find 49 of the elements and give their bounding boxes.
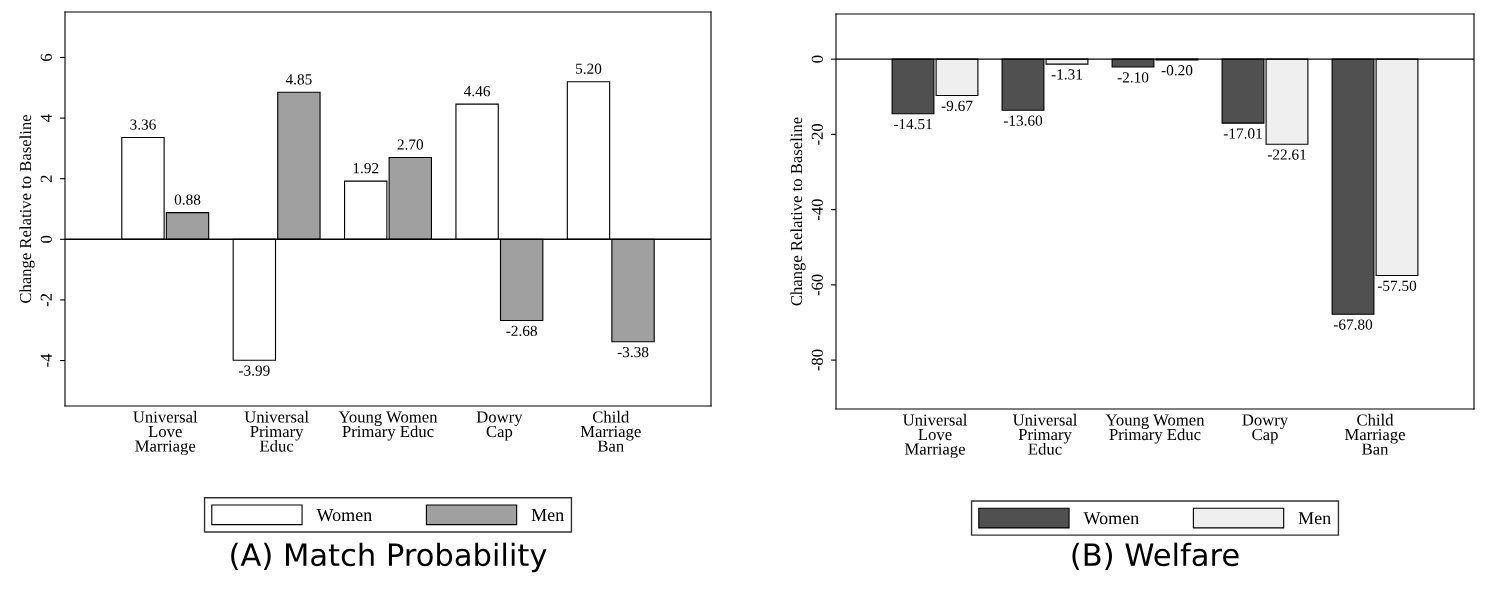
data-label: -9.67 (941, 100, 973, 112)
x-tick-label: Child Marriage Ban (1344, 413, 1405, 455)
data-label: 5.20 (576, 63, 602, 74)
x-tick-label: Universal Love Marriage (902, 413, 968, 459)
y-tick-label: 2 (40, 175, 52, 183)
x-tick-label: Child Marriage Ban (580, 410, 641, 452)
y-tick-label: -80 (811, 349, 823, 371)
x-tick-label: Universal Love Marriage (133, 410, 198, 456)
y-tick-label: -40 (811, 199, 823, 221)
data-label: -57.50 (1377, 280, 1417, 292)
y-tick-label: -2 (40, 293, 52, 307)
data-label: 4.46 (464, 86, 491, 97)
legend-label: Women (316, 509, 372, 522)
data-label: -13.60 (1003, 115, 1043, 126)
data-label: -22.61 (1267, 149, 1306, 160)
y-tick-label: 0 (40, 235, 52, 243)
data-label: -2.68 (506, 325, 537, 337)
x-tick-label: Universal Primary Educ (244, 410, 309, 452)
y-tick-label: -4 (40, 353, 52, 367)
data-label: -2.10 (1117, 72, 1149, 83)
data-label: -17.01 (1223, 128, 1262, 139)
data-label: 1.92 (353, 163, 379, 174)
data-label: -67.80 (1333, 319, 1373, 330)
x-tick-label: Dowry Cap (476, 411, 523, 441)
x-tick-label: Universal Primary Educ (1012, 413, 1078, 455)
data-label: 0.88 (174, 194, 201, 205)
data-label: 3.36 (130, 119, 156, 130)
y-tick-label: 6 (40, 53, 52, 61)
legend-label: Women (1083, 512, 1139, 525)
data-label: 4.85 (285, 74, 312, 85)
y-tick-label: 4 (40, 114, 52, 122)
data-label: -0.20 (1161, 65, 1193, 76)
x-tick-label: Young Women Primary Educ (338, 411, 438, 441)
data-label: -3.99 (239, 365, 270, 376)
y-axis-title: Change Relative to Baseline (19, 114, 35, 303)
x-tick-label: Young Women Primary Educ (1105, 414, 1205, 444)
x-tick-label: Dowry Cap (1242, 414, 1289, 444)
legend-label: Men (1298, 512, 1331, 525)
legend-label: Men (531, 509, 564, 522)
y-tick-label: -60 (811, 274, 823, 296)
text: (A) Match Probability (231, 542, 547, 573)
y-tick-label: 0 (811, 55, 823, 63)
data-label: -3.38 (617, 346, 649, 358)
text: (B) Welfare (1072, 542, 1239, 570)
data-label: -14.51 (893, 118, 932, 130)
data-label: -1.31 (1051, 69, 1082, 80)
y-tick-label: -20 (811, 123, 823, 145)
y-axis-title: Change Relative to Baseline (790, 117, 806, 306)
data-label: 2.70 (397, 139, 424, 150)
